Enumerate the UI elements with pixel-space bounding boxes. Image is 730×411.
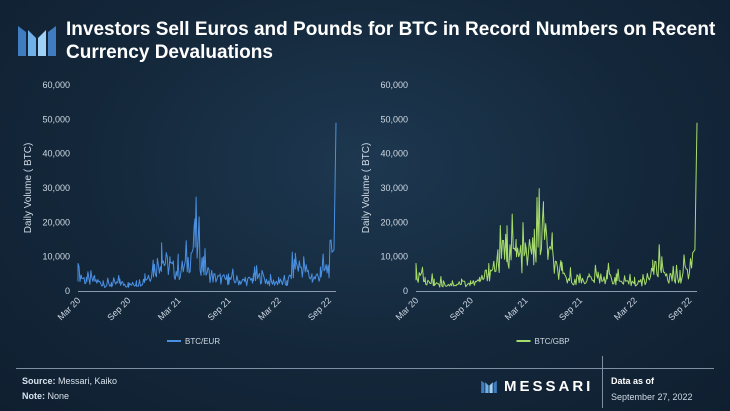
y-tick-label: 50,000	[42, 114, 70, 124]
footer-separator	[602, 356, 603, 408]
note-label: Note:	[22, 391, 45, 401]
y-axis-title: Daily Volume ( BTC)	[361, 143, 372, 234]
brand-name: MESSARI	[504, 377, 594, 395]
y-tick-label: 0	[403, 286, 408, 296]
y-tick-label: 30,000	[380, 183, 408, 193]
y-tick-label: 50,000	[380, 114, 408, 124]
y-tick-label: 40,000	[380, 149, 408, 159]
messari-logo-icon	[18, 26, 56, 56]
x-tick-label: Mar 20	[56, 295, 83, 322]
y-tick-label: 10,000	[42, 252, 70, 262]
footer-divider	[16, 368, 714, 369]
x-tick-label: Sep 21	[206, 295, 233, 322]
source-line: Source: Messari, Kaiko	[22, 376, 117, 386]
source-value: Messari, Kaiko	[58, 376, 118, 386]
x-tick-label: Mar 22	[256, 295, 283, 322]
series-line-btc-eur	[77, 122, 337, 288]
x-tick-label: Sep 22	[666, 295, 693, 322]
note-value: None	[47, 391, 70, 401]
x-tick-label: Sep 20	[105, 295, 132, 322]
x-tick-label: Mar 21	[503, 295, 530, 322]
legend-label: BTC/EUR	[185, 337, 220, 346]
charts-area: 0 10,000 20,000 30,000 40,000 50,000 60,000 Dai…	[23, 80, 698, 346]
brand: MESSARI	[480, 376, 593, 396]
y-tick-label: 30,000	[42, 183, 70, 193]
y-tick-label: 20,000	[42, 217, 70, 227]
x-tick-label: Mar 20	[394, 295, 421, 322]
source-label: Source:	[22, 376, 56, 386]
legend-label: BTC/GBP	[535, 337, 570, 346]
y-tick-label: 20,000	[380, 217, 408, 227]
data-as-of-date: September 27, 2022	[611, 392, 693, 402]
y-axis-title: Daily Volume ( BTC)	[23, 143, 34, 234]
y-tick-label: 40,000	[42, 149, 70, 159]
data-as-of-label: Data as of	[611, 376, 655, 386]
x-tick-label: Sep 21	[557, 295, 584, 322]
chart-title: Investors Sell Euros and Pounds for BTC …	[66, 19, 716, 63]
y-tick-label: 10,000	[380, 252, 408, 262]
x-tick-label: Mar 21	[156, 295, 183, 322]
note-line: Note: None	[22, 391, 69, 401]
x-tick-label: Mar 22	[612, 295, 639, 322]
y-tick-label: 60,000	[380, 80, 408, 90]
series-line-btc-gbp	[415, 122, 698, 288]
y-tick-label: 60,000	[42, 80, 70, 90]
header: Investors Sell Euros and Pounds for BTC …	[18, 18, 718, 66]
messari-brand-icon	[481, 380, 497, 393]
x-tick-label: Sep 22	[306, 295, 333, 322]
y-tick-label: 0	[65, 286, 70, 296]
x-tick-label: Sep 20	[448, 295, 475, 322]
